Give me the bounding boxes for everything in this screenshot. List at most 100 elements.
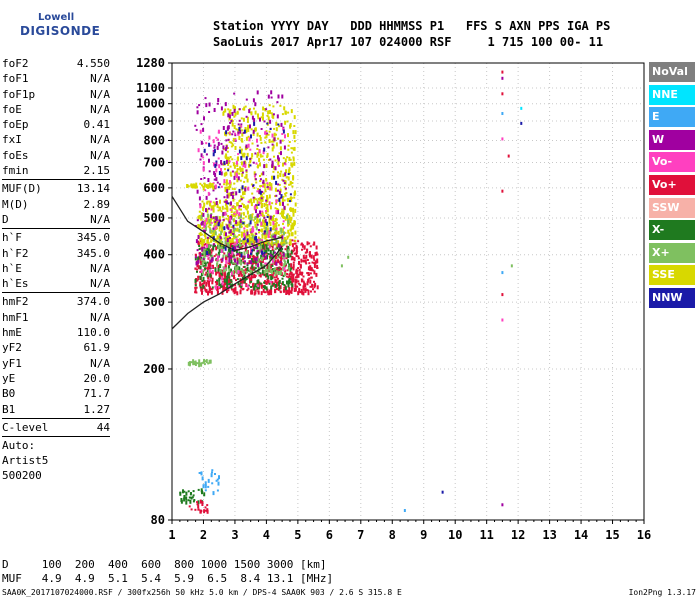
data-point [287,283,290,288]
data-point [246,152,249,157]
data-point [205,208,207,211]
data-point [240,274,243,277]
param-row: M(D) 2.89 [2,197,110,212]
data-point [277,171,279,174]
data-point [251,263,254,266]
data-point [272,113,275,116]
data-point [257,197,260,200]
data-point [253,286,256,291]
data-point [269,255,271,258]
data-point [207,485,210,488]
data-point [256,213,259,218]
data-point [309,265,312,270]
data-point [214,184,217,189]
footer-d-line: D 100 200 400 600 800 1000 1500 3000 [km… [2,558,327,571]
data-point [237,281,240,286]
data-point [207,277,210,279]
data-point [257,257,260,262]
data-point [265,226,268,231]
data-point [238,242,241,247]
param-row: C-level 44 [2,420,110,435]
data-point [236,110,239,115]
data-point [278,152,281,155]
data-point [287,245,290,250]
data-point [265,268,267,273]
data-point [198,216,200,219]
data-point [201,254,204,257]
data-point [259,178,262,181]
data-point [227,125,230,130]
data-point [270,255,273,258]
data-point [211,257,214,262]
data-point [201,184,203,187]
param-value: 2.89 [83,197,111,211]
data-point [243,161,246,166]
data-point [229,121,232,124]
data-point [203,177,206,179]
data-point [230,271,233,276]
data-point [265,178,268,180]
data-point [231,206,234,209]
data-point [280,194,283,199]
data-point [254,236,257,241]
data-point [241,277,244,279]
data-point [283,243,286,246]
data-point [309,245,312,248]
data-point [207,247,210,252]
separator [2,179,110,181]
data-point [228,132,231,135]
data-point [256,90,259,95]
param-key: MUF(D) [2,182,42,196]
data-point [201,502,204,506]
data-point [225,282,228,285]
data-point [278,254,281,257]
data-point [277,230,280,235]
data-point [204,232,206,237]
data-point [295,270,298,273]
data-point [205,153,208,156]
data-point [204,262,207,267]
data-point [249,214,252,219]
data-point [228,223,231,228]
data-point [229,171,232,176]
data-point [218,277,221,280]
param-value: N/A [90,356,110,370]
data-point [221,281,224,286]
data-point [255,245,258,248]
data-point [273,155,275,158]
data-point [216,489,219,492]
data-point [289,124,292,129]
data-point [252,198,255,203]
data-point [254,102,257,107]
data-point [288,214,291,219]
data-point [215,479,218,482]
data-point [244,240,247,243]
data-point [211,469,214,472]
data-point [260,202,263,205]
data-point [271,244,274,249]
data-point [276,266,279,271]
data-point [288,287,291,292]
data-point [240,214,242,219]
param-key: B1 [2,402,16,416]
data-point [310,276,313,279]
data-point [269,253,272,256]
data-point [240,117,243,120]
data-point [255,181,258,184]
data-point [295,279,298,284]
data-point [264,291,266,294]
data-point [274,289,277,294]
data-point [221,257,224,262]
data-point [309,272,312,275]
data-point [286,214,288,219]
param-key: hmE [2,326,22,340]
data-point [208,249,211,254]
data-point [240,150,243,154]
data-point [192,183,195,186]
data-point [235,128,238,131]
data-point [199,499,202,504]
data-point [283,145,286,150]
data-point [233,125,236,129]
data-point [307,278,310,283]
data-point [243,213,245,216]
